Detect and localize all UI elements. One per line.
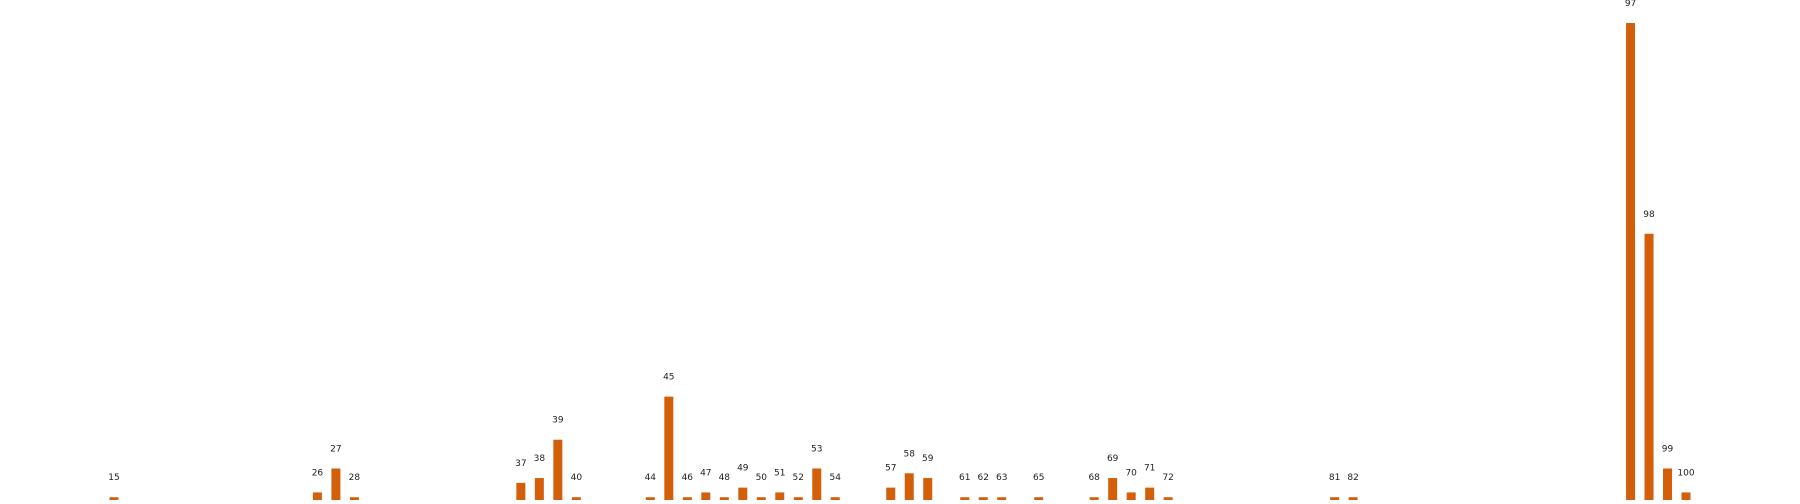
bar-99 — [1663, 468, 1673, 502]
data-label-15: 15 — [108, 473, 119, 483]
bar-37 — [516, 482, 526, 502]
data-label-50: 50 — [756, 473, 768, 483]
data-label-51: 51 — [774, 468, 785, 478]
data-label-72: 72 — [1162, 473, 1173, 483]
data-label-48: 48 — [719, 473, 731, 483]
bar-26 — [312, 492, 322, 502]
bar-57 — [886, 487, 896, 502]
bar-69 — [1108, 478, 1118, 502]
data-label-62: 62 — [978, 473, 989, 483]
data-label-37: 37 — [515, 459, 526, 469]
data-label-47: 47 — [700, 468, 711, 478]
bar-59 — [923, 478, 933, 502]
data-label-46: 46 — [682, 473, 694, 483]
data-label-99: 99 — [1662, 444, 1674, 454]
data-label-68: 68 — [1088, 473, 1100, 483]
data-label-44: 44 — [645, 473, 657, 483]
data-label-70: 70 — [1125, 468, 1137, 478]
data-label-38: 38 — [534, 454, 546, 464]
data-label-63: 63 — [996, 473, 1007, 483]
bar-100 — [1681, 492, 1691, 502]
bar-51 — [775, 492, 785, 502]
data-label-97: 97 — [1625, 0, 1636, 9]
bar-70 — [1126, 492, 1136, 502]
data-label-52: 52 — [793, 473, 804, 483]
data-label-49: 49 — [737, 464, 749, 474]
data-label-98: 98 — [1643, 210, 1655, 220]
bar-38 — [534, 478, 544, 502]
data-label-100: 100 — [1677, 468, 1694, 478]
data-label-40: 40 — [571, 473, 583, 483]
bar-47 — [701, 492, 711, 502]
bar-97 — [1626, 23, 1636, 502]
data-label-28: 28 — [349, 473, 361, 483]
data-labels-layer: 15 26 27 28 37 38 39 40 44 45 46 47 48 49 50 51 52 53 54 57… — [108, 0, 1695, 483]
data-label-59: 59 — [922, 454, 934, 464]
bar-58 — [904, 473, 914, 502]
data-label-57: 57 — [885, 464, 896, 474]
bar-98 — [1644, 233, 1654, 502]
data-label-26: 26 — [312, 468, 324, 478]
data-label-27: 27 — [330, 444, 341, 454]
data-label-82: 82 — [1347, 473, 1358, 483]
data-label-61: 61 — [959, 473, 970, 483]
data-label-58: 58 — [904, 449, 916, 459]
data-label-53: 53 — [811, 444, 822, 454]
bars-layer — [109, 23, 1691, 502]
data-label-69: 69 — [1107, 454, 1119, 464]
data-label-45: 45 — [663, 373, 674, 383]
data-label-39: 39 — [552, 416, 564, 426]
bar-27 — [331, 468, 341, 502]
bar-39 — [553, 439, 563, 502]
data-label-54: 54 — [830, 473, 842, 483]
data-label-71: 71 — [1144, 464, 1155, 474]
bar-45 — [664, 396, 674, 502]
bar-49 — [738, 487, 748, 502]
bar-53 — [812, 468, 822, 502]
data-label-65: 65 — [1033, 473, 1044, 483]
data-label-81: 81 — [1329, 473, 1340, 483]
bar-71 — [1145, 487, 1155, 502]
